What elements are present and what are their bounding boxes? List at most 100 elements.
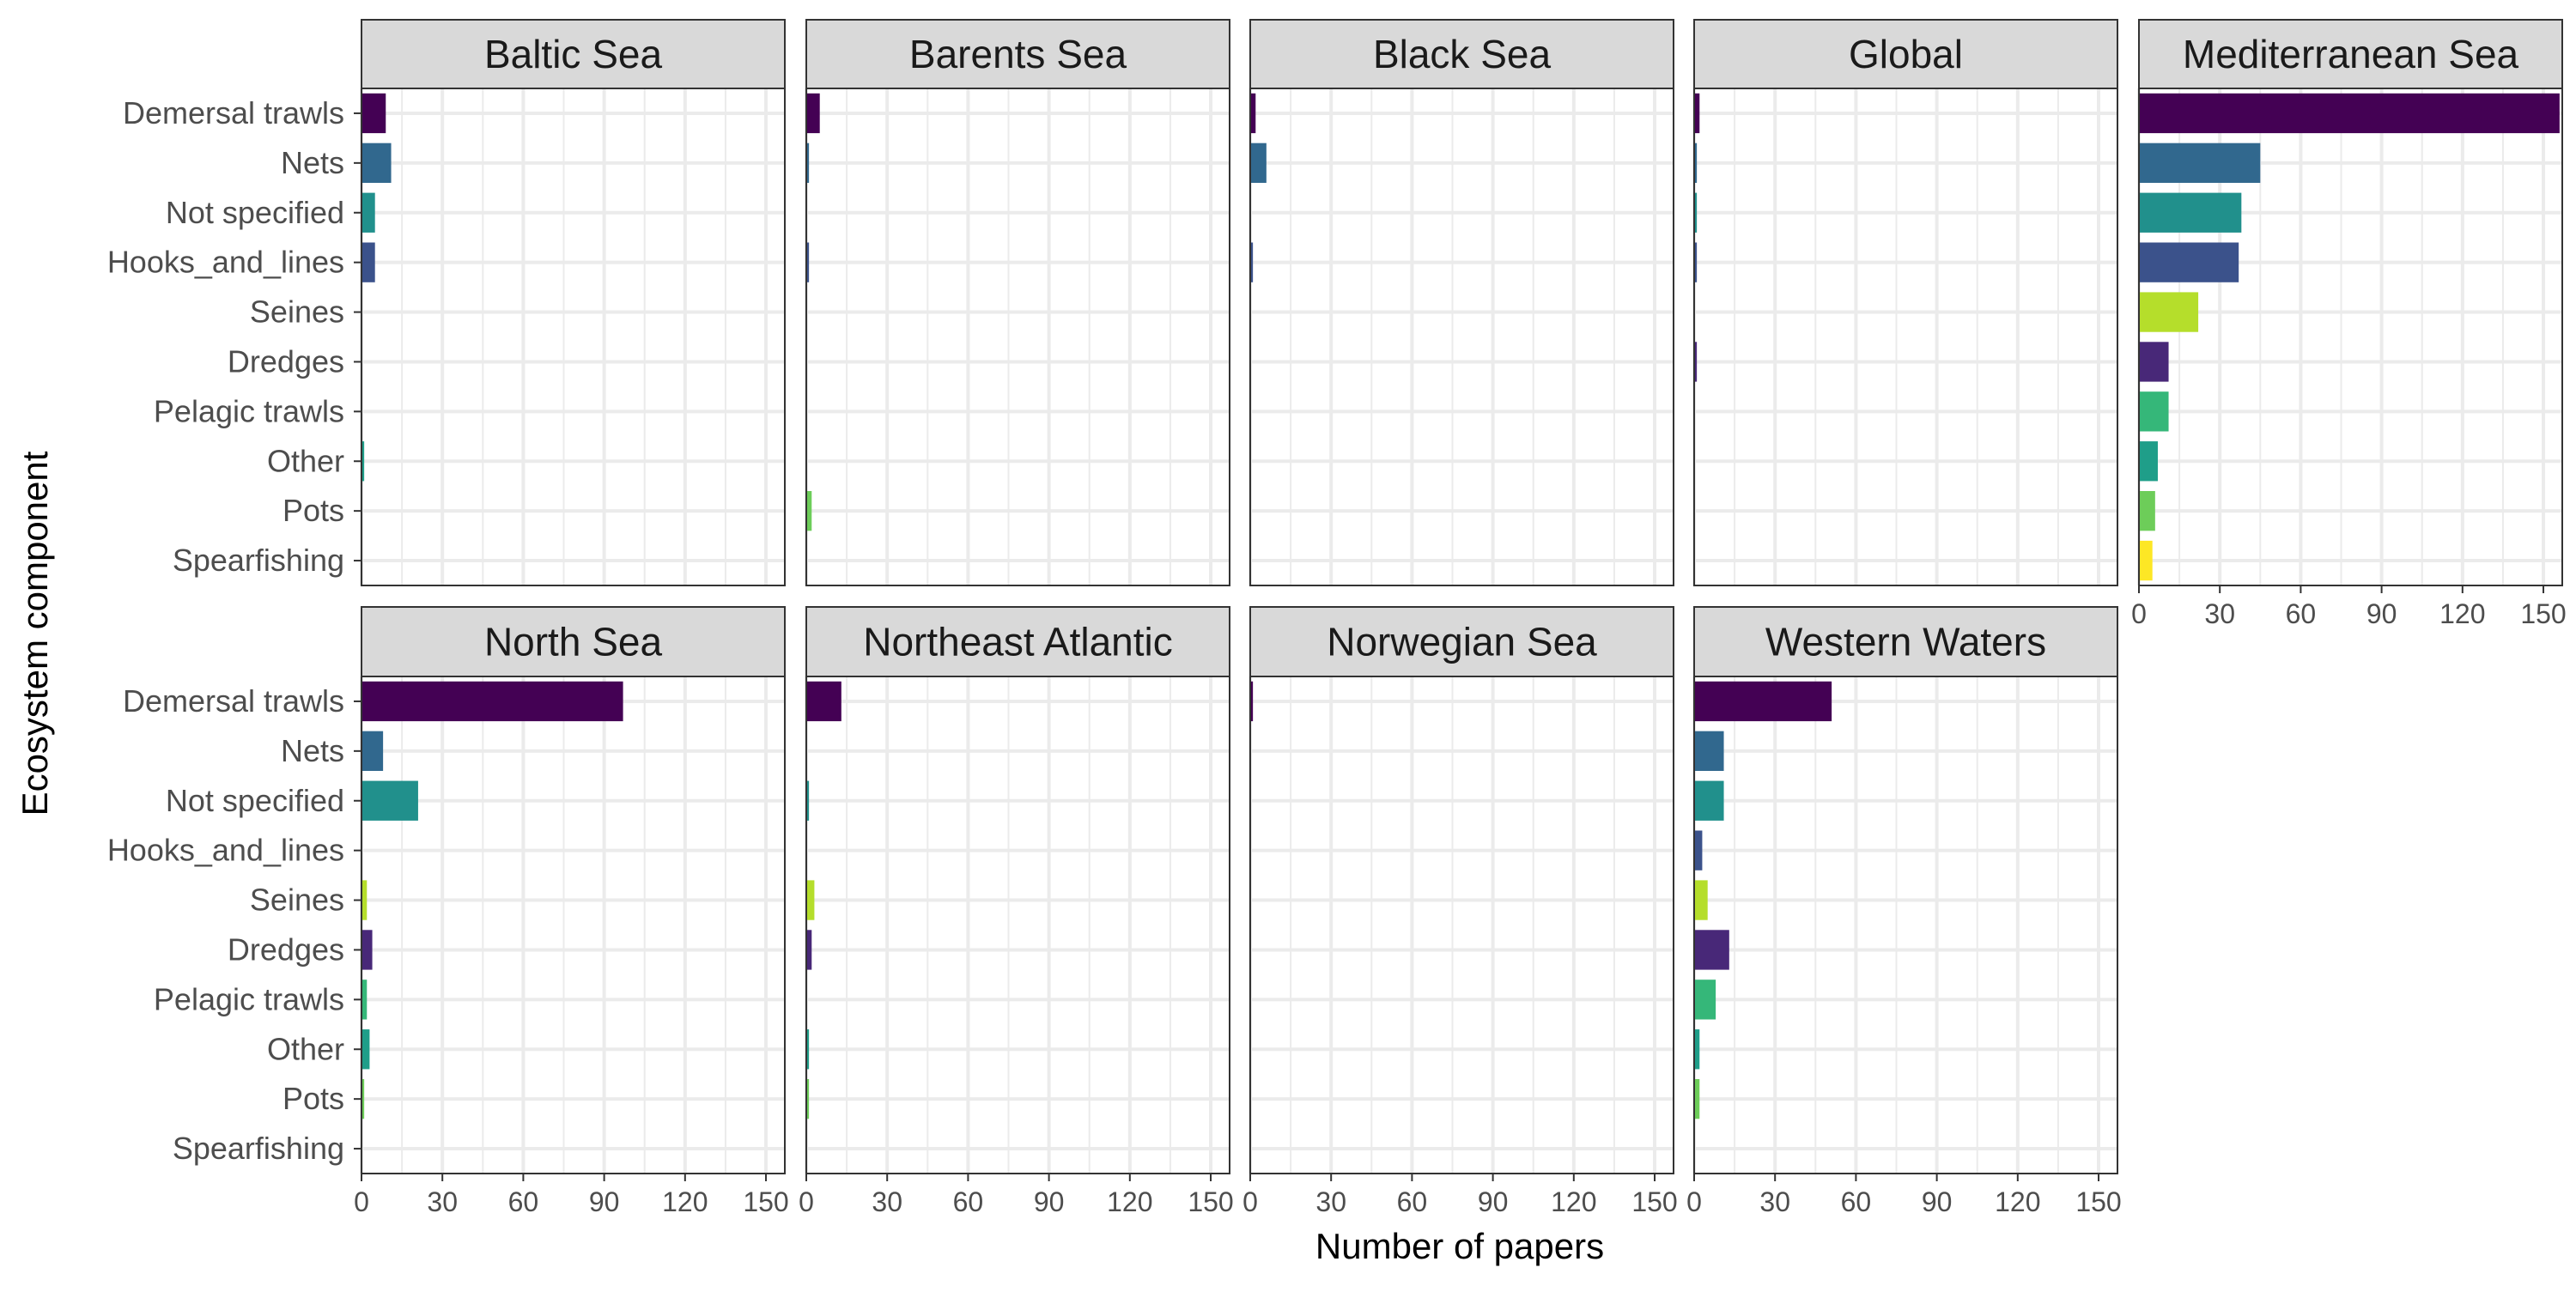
y-tick-label: Not specified — [166, 783, 344, 818]
bar-western-waters-demersal-trawls — [1694, 681, 1832, 722]
panel-background — [806, 88, 1230, 585]
panel-background — [361, 88, 785, 585]
bar-global-nets — [1694, 143, 1698, 184]
facet-panel-norwegian-sea: Norwegian Sea 0 30 60 90 120 150 — [1242, 606, 1678, 1217]
x-tick-label: 30 — [1759, 1186, 1790, 1217]
bar-north-sea-pots — [361, 1078, 365, 1119]
bar-mediterranean-sea-hooks-and-lines — [2139, 242, 2239, 282]
x-tick-label: 30 — [1315, 1186, 1346, 1217]
facet-panel-black-sea: Black Sea — [1249, 19, 1674, 586]
x-axis-title: Number of papers — [1315, 1226, 1604, 1266]
y-tick-label: Hooks_and_lines — [107, 833, 344, 868]
bar-western-waters-not-specified — [1694, 780, 1724, 821]
bar-global-not-specified — [1694, 192, 1698, 233]
x-tick-label: 120 — [1551, 1186, 1596, 1217]
bar-north-sea-pelagic-trawls — [361, 980, 368, 1020]
y-tick-label: Nets — [281, 733, 344, 768]
bar-north-sea-nets — [361, 731, 384, 772]
x-tick-label: 0 — [2131, 598, 2147, 629]
panel-background — [1694, 88, 2117, 585]
bar-baltic-sea-hooks-and-lines — [361, 242, 375, 282]
x-tick-label: 90 — [1922, 1186, 1953, 1217]
y-tick-label: Pots — [283, 493, 344, 528]
facet-strip — [361, 606, 786, 677]
bar-norwegian-sea-demersal-trawls — [1250, 681, 1254, 722]
x-tick-label: 0 — [354, 1186, 369, 1217]
facet-title: Western Waters — [1765, 620, 2046, 664]
x-tick-label: 60 — [508, 1186, 539, 1217]
y-tick-label: Demersal trawls — [123, 683, 344, 719]
bar-baltic-sea-nets — [361, 143, 392, 184]
facet-strip — [805, 606, 1230, 677]
bar-northeast-atlantic-pots — [806, 1078, 810, 1119]
panel-background — [1250, 676, 1674, 1174]
y-tick-label: Pots — [283, 1081, 344, 1116]
x-tick-label: 150 — [743, 1186, 788, 1217]
x-tick-label: 30 — [872, 1186, 902, 1217]
bar-western-waters-hooks-and-lines — [1694, 830, 1703, 870]
facet-title: Global — [1849, 32, 1963, 76]
panel-background — [806, 676, 1230, 1174]
facet-strip — [805, 19, 1230, 89]
facet-title: Norwegian Sea — [1327, 620, 1597, 664]
bar-baltic-sea-not-specified — [361, 192, 375, 233]
bar-north-sea-dredges — [361, 930, 373, 970]
bar-northeast-atlantic-other — [806, 1029, 810, 1070]
bar-global-demersal-trawls — [1694, 93, 1700, 134]
bar-northeast-atlantic-demersal-trawls — [806, 681, 841, 722]
bar-mediterranean-sea-nets — [2139, 143, 2261, 184]
bar-mediterranean-sea-pelagic-trawls — [2139, 391, 2169, 432]
bar-mediterranean-sea-seines — [2139, 292, 2199, 332]
facet-panel-north-sea: North Sea Demersal trawls Nets Not specifie… — [107, 606, 789, 1217]
bar-mediterranean-sea-dredges — [2139, 342, 2169, 382]
bar-northeast-atlantic-not-specified — [806, 780, 810, 821]
x-tick-label: 120 — [1995, 1186, 2040, 1217]
bar-western-waters-pelagic-trawls — [1694, 980, 1716, 1020]
facet-strip — [361, 19, 786, 89]
bar-northeast-atlantic-seines — [806, 880, 815, 920]
y-tick-label: Spearfishing — [173, 543, 344, 578]
x-tick-label: 150 — [2075, 1186, 2121, 1217]
bar-barents-sea-pots — [806, 490, 812, 531]
x-tick-label: 90 — [1478, 1186, 1509, 1217]
facet-strip — [1693, 19, 2118, 89]
facet-strip — [1693, 606, 2118, 677]
facet-title: Barents Sea — [909, 32, 1127, 76]
facet-title: Black Sea — [1373, 32, 1552, 76]
x-tick-label: 120 — [1107, 1186, 1152, 1217]
y-axis-title: Ecosystem component — [15, 451, 55, 816]
panel-background — [1250, 88, 1674, 585]
bar-northeast-atlantic-dredges — [806, 930, 812, 970]
x-tick-label: 90 — [589, 1186, 620, 1217]
y-tick-label: Pelagic trawls — [154, 393, 344, 428]
facet-strip — [2138, 19, 2563, 89]
facet-panel-global: Global — [1692, 19, 2118, 586]
facet-strip — [1249, 606, 1674, 677]
facet-strip — [1249, 19, 1674, 89]
facet-title: North Sea — [484, 620, 663, 664]
y-tick-label: Demersal trawls — [123, 95, 344, 130]
bar-black-sea-hooks-and-lines — [1250, 242, 1254, 282]
bar-global-hooks-and-lines — [1694, 242, 1698, 282]
facet-title: Mediterranean Sea — [2183, 32, 2519, 76]
bar-mediterranean-sea-not-specified — [2139, 192, 2242, 233]
bar-barents-sea-demersal-trawls — [806, 93, 820, 134]
y-tick-label: Dredges — [228, 931, 344, 967]
x-tick-label: 90 — [2366, 598, 2397, 629]
y-tick-label: Seines — [250, 294, 344, 330]
facet-title: Northeast Atlantic — [863, 620, 1173, 664]
bar-north-sea-other — [361, 1029, 370, 1070]
y-tick-label: Hooks_and_lines — [107, 245, 344, 280]
x-tick-label: 0 — [799, 1186, 814, 1217]
bar-western-waters-seines — [1694, 880, 1708, 920]
facet-panel-barents-sea: Barents Sea — [805, 19, 1230, 586]
bar-mediterranean-sea-pots — [2139, 490, 2155, 531]
facet-panel-northeast-atlantic: Northeast Atlantic 0 30 60 90 120 150 — [799, 606, 1234, 1217]
bar-barents-sea-nets — [806, 143, 810, 184]
bar-black-sea-nets — [1250, 143, 1267, 184]
facet-panel-western-waters: Western Waters 0 30 60 90 120 150 — [1686, 606, 2122, 1217]
y-tick-label: Not specified — [166, 195, 344, 230]
x-tick-label: 30 — [2204, 598, 2235, 629]
y-tick-label: Nets — [281, 145, 344, 180]
